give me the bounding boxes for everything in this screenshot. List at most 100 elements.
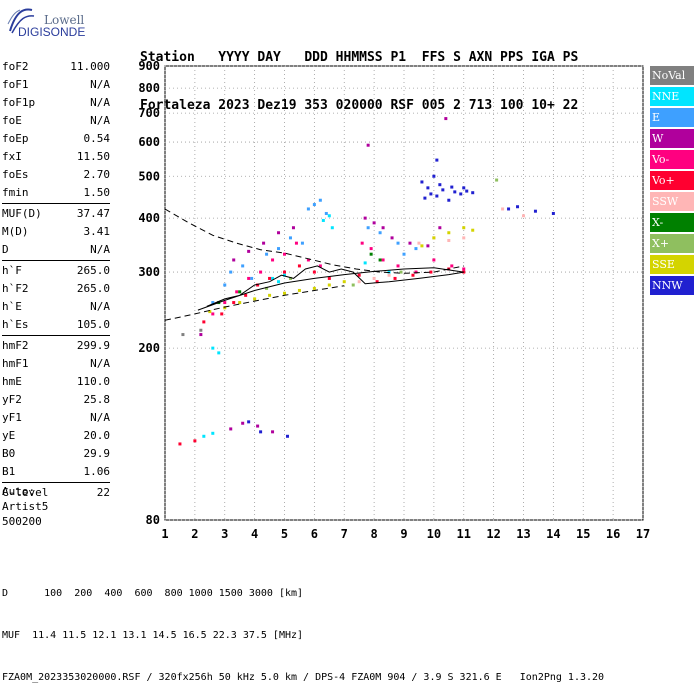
- data-point: [288, 236, 292, 240]
- data-point: [277, 231, 281, 235]
- x-tick-label: 17: [636, 527, 650, 541]
- trace-line: [197, 265, 464, 311]
- parameter-name: yF1: [2, 411, 22, 424]
- data-point: [220, 312, 224, 316]
- data-point: [241, 421, 245, 425]
- parameter-value: 2.70: [83, 168, 111, 181]
- parameter-value: N/A: [90, 411, 110, 424]
- parameter-row: h`F 265.0: [2, 262, 110, 280]
- data-point: [533, 209, 537, 213]
- parameter-row: D N/A: [2, 241, 110, 259]
- parameter-row: h`F2 265.0: [2, 280, 110, 298]
- data-point: [372, 276, 376, 280]
- legend-item: NNW: [650, 276, 694, 295]
- data-point: [181, 333, 185, 337]
- parameter-name: D: [2, 243, 9, 256]
- data-point: [268, 276, 272, 280]
- data-point: [411, 273, 415, 277]
- parameter-value: N/A: [90, 114, 110, 127]
- parameter-name: foF1p: [2, 96, 36, 109]
- parameter-name: h`F2: [2, 282, 29, 295]
- data-point: [429, 192, 433, 196]
- data-point: [285, 434, 289, 438]
- data-point: [447, 198, 451, 202]
- data-point: [402, 252, 406, 256]
- data-point: [277, 247, 281, 251]
- parameter-row: B1 1.06: [2, 463, 110, 481]
- data-point: [396, 264, 400, 268]
- data-point: [300, 241, 304, 245]
- data-point: [435, 194, 439, 198]
- data-point: [438, 183, 442, 187]
- data-point: [306, 258, 310, 262]
- data-point: [471, 228, 475, 232]
- parameter-row: hmF2 299.9: [2, 337, 110, 355]
- data-point: [283, 270, 286, 274]
- data-point: [432, 236, 436, 240]
- parameter-name: h`F: [2, 264, 22, 277]
- data-point: [294, 241, 298, 245]
- parameter-name: foE: [2, 114, 22, 127]
- y-tick-label: 700: [138, 106, 160, 120]
- parameter-row: foF1 N/A: [2, 76, 110, 94]
- y-tick-label: 600: [138, 135, 160, 149]
- parameter-value: N/A: [90, 96, 110, 109]
- footer-file-row: FZA0M_2023353020000.RSF / 320fx256h 50 k…: [2, 672, 605, 683]
- x-tick-label: 7: [341, 527, 348, 541]
- data-point: [193, 439, 197, 443]
- digisonde-logo: Lowell DIGISONDE: [4, 6, 104, 46]
- parameter-row: foE N/A: [2, 112, 110, 130]
- parameter-value: 37.47: [76, 207, 110, 220]
- parameter-name: MUF(D): [2, 207, 42, 220]
- x-tick-label: 14: [546, 527, 560, 541]
- x-tick-label: 3: [221, 527, 228, 541]
- data-point: [232, 258, 236, 262]
- parameter-separator: [2, 335, 110, 336]
- data-point: [199, 333, 203, 337]
- data-point: [259, 270, 263, 274]
- x-tick-label: 5: [281, 527, 288, 541]
- data-point: [351, 283, 355, 287]
- data-point: [297, 264, 301, 268]
- parameter-name: foEp: [2, 132, 29, 145]
- parameter-value: 11.000: [70, 60, 110, 73]
- parameter-row: hmF1 N/A: [2, 355, 110, 373]
- data-point: [202, 434, 206, 438]
- data-point: [235, 290, 239, 294]
- data-point: [327, 214, 331, 218]
- legend-item: X+: [650, 234, 694, 253]
- parameter-name: foF2: [2, 60, 29, 73]
- y-tick-label: 900: [138, 59, 160, 73]
- parameter-name: C-level: [2, 486, 49, 499]
- data-point: [238, 301, 242, 305]
- parameter-value: 1.06: [83, 465, 111, 478]
- parameter-name: B0: [2, 447, 16, 460]
- data-point: [522, 214, 525, 218]
- autoscaling-info: Auto: Artist5 500200: [2, 484, 48, 529]
- x-tick-label: 15: [576, 527, 590, 541]
- legend-item: Vo+: [650, 171, 694, 190]
- legend-item: X-: [650, 213, 694, 232]
- parameter-row: B0 29.9: [2, 445, 110, 463]
- parameter-name: M(D): [2, 225, 29, 238]
- parameter-name: foEs: [2, 168, 29, 181]
- parameter-name: foF1: [2, 78, 29, 91]
- parameter-name: hmF1: [2, 357, 29, 370]
- parameter-name: fmin: [2, 186, 29, 199]
- data-point: [366, 226, 370, 230]
- data-point: [459, 192, 463, 196]
- data-point: [312, 203, 316, 207]
- parameter-value: 20.0: [83, 429, 111, 442]
- parameter-name: yE: [2, 429, 16, 442]
- parameter-row: yF2 25.8: [2, 391, 110, 409]
- data-point: [283, 252, 286, 256]
- auto-label: Auto:: [2, 485, 36, 498]
- data-point: [306, 207, 310, 211]
- data-point: [211, 301, 215, 305]
- data-point: [366, 143, 370, 147]
- data-point: [265, 286, 269, 290]
- parameter-row: h`Es 105.0: [2, 316, 110, 334]
- parameter-value: 29.9: [83, 447, 111, 460]
- y-tick-label: 300: [138, 265, 160, 279]
- parameter-separator: [2, 260, 110, 261]
